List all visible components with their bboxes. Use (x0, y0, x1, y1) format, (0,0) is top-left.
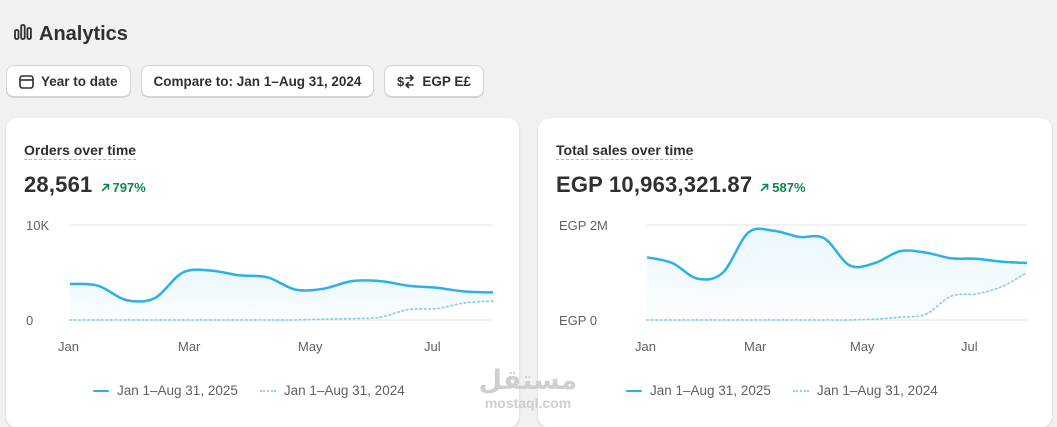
metric-value: 28,561 (24, 172, 93, 197)
legend-label: Jan 1–Aug 31, 2025 (117, 383, 238, 398)
series-line-comparison (69, 300, 494, 321)
legend-label: Jan 1–Aug 31, 2024 (816, 383, 938, 398)
page-title: Analytics (39, 22, 128, 45)
metric-row: 28,561 797% (24, 172, 146, 198)
bar-chart-icon (14, 23, 32, 45)
legend-label: Jan 1–Aug 31, 2024 (283, 383, 405, 398)
orders-chart[interactable]: 10K 0 Jan Mar May Jul (6, 118, 519, 368)
watermark: مستقل mostaql.com (458, 365, 598, 411)
arrow-up-right-icon (760, 180, 769, 195)
calendar-icon (19, 74, 34, 89)
legend-swatch-dotted (792, 389, 809, 392)
series-line-current (646, 227, 1028, 281)
legend-item-current[interactable]: Jan 1–Aug 31, 2025 (93, 383, 238, 398)
x-tick-label: Jan (635, 339, 656, 354)
legend-item-comparison[interactable]: Jan 1–Aug 31, 2024 (792, 383, 938, 398)
y-tick-label: 10K (26, 218, 49, 233)
legend-item-comparison[interactable]: Jan 1–Aug 31, 2024 (259, 383, 405, 398)
chart-legend: Jan 1–Aug 31, 2025 Jan 1–Aug 31, 2024 (93, 383, 405, 398)
series-line-current (69, 268, 494, 303)
currency-button[interactable]: $ EGP E£ (384, 65, 484, 97)
legend-label: Jan 1–Aug 31, 2025 (650, 383, 771, 398)
delta-value: 587% (772, 180, 806, 195)
legend-swatch-dotted (259, 389, 276, 392)
series-area-current (70, 269, 493, 320)
legend-item-current[interactable]: Jan 1–Aug 31, 2025 (626, 383, 771, 398)
y-tick-label: EGP 2M (559, 218, 608, 233)
sales-chart[interactable]: EGP 2M EGP 0 Jan Mar May Jul (538, 118, 1052, 368)
x-tick-label: Jul (424, 339, 441, 354)
delta-badge: 797% (101, 180, 146, 195)
svg-text:$: $ (397, 74, 405, 89)
chart-legend: Jan 1–Aug 31, 2025 Jan 1–Aug 31, 2024 (626, 383, 938, 398)
x-tick-label: May (298, 339, 323, 354)
arrow-up-right-icon (101, 180, 110, 195)
x-tick-label: Mar (178, 339, 201, 354)
page-header: Analytics (14, 20, 128, 48)
card-title[interactable]: Total sales over time (556, 142, 694, 160)
x-tick-label: May (850, 339, 875, 354)
x-tick-label: Mar (744, 339, 767, 354)
legend-swatch-solid (93, 389, 109, 392)
orders-over-time-card: Orders over time 28,561 797% 10K 0 Jan M… (6, 118, 519, 427)
x-tick-label: Jul (961, 339, 978, 354)
legend-swatch-solid (626, 389, 642, 392)
date-range-button[interactable]: Year to date (6, 65, 131, 97)
date-range-label: Year to date (41, 73, 118, 89)
series-area-current (647, 228, 1027, 320)
currency-exchange-icon: $ (397, 74, 415, 89)
compare-label: Compare to: Jan 1–Aug 31, 2024 (153, 73, 362, 89)
series-line-comparison (646, 271, 1028, 321)
delta-badge: 587% (760, 180, 806, 195)
y-tick-label: EGP 0 (559, 313, 597, 328)
delta-value: 797% (112, 180, 146, 195)
total-sales-over-time-card: Total sales over time EGP 10,963,321.87 … (538, 118, 1052, 427)
compare-button[interactable]: Compare to: Jan 1–Aug 31, 2024 (140, 65, 375, 97)
y-tick-label: 0 (26, 313, 33, 328)
watermark-url: mostaql.com (484, 395, 572, 411)
metric-value: EGP 10,963,321.87 (556, 172, 753, 197)
filter-toolbar: Year to date Compare to: Jan 1–Aug 31, 2… (6, 65, 484, 97)
metric-row: EGP 10,963,321.87 587% (556, 172, 806, 198)
x-tick-label: Jan (58, 339, 79, 354)
watermark-logo: مستقل (478, 365, 578, 396)
card-title[interactable]: Orders over time (24, 142, 137, 160)
currency-label: EGP E£ (422, 73, 471, 89)
